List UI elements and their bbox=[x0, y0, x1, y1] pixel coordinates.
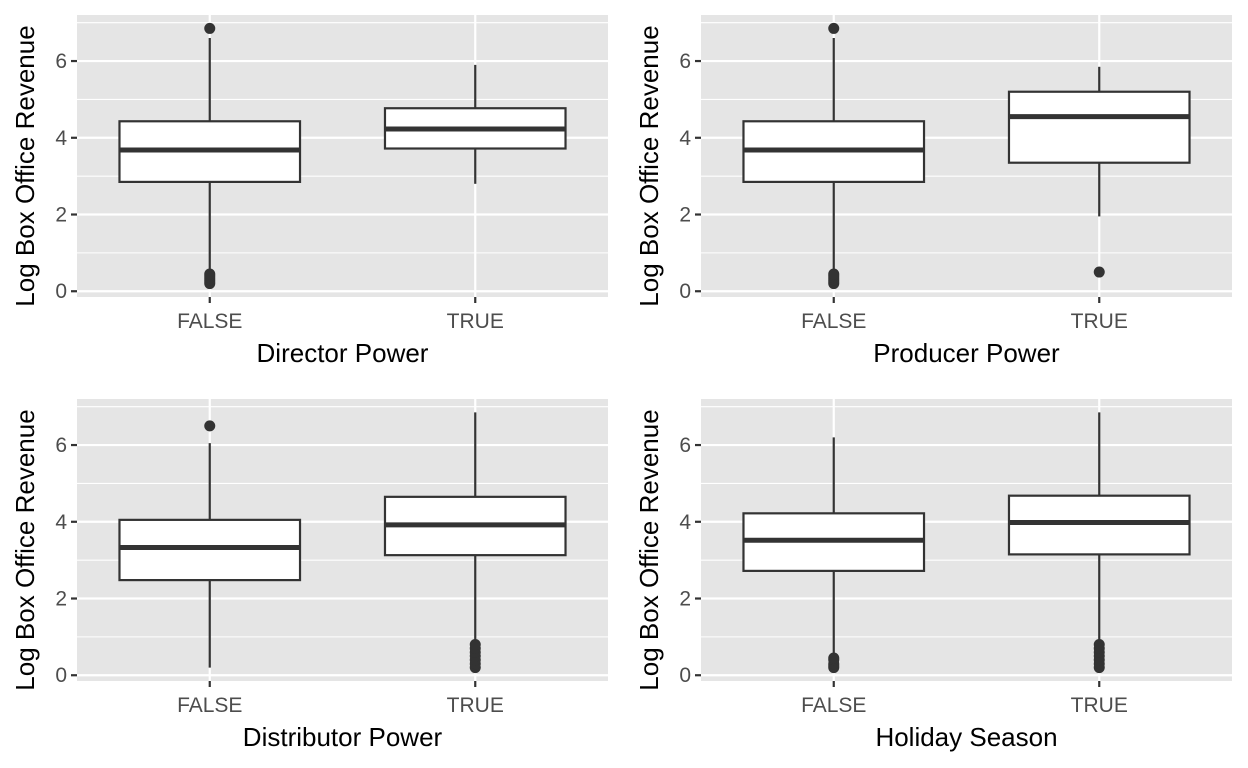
outlier-point bbox=[204, 420, 216, 432]
y-tick-label: 2 bbox=[55, 204, 67, 227]
box-iqr bbox=[1007, 90, 1191, 164]
y-axis-title: Log Box Office Revenue bbox=[10, 25, 40, 306]
y-axis-title: Log Box Office Revenue bbox=[10, 409, 40, 690]
y-axis-title: Log Box Office Revenue bbox=[634, 25, 664, 306]
outlier-point bbox=[1093, 266, 1105, 278]
y-tick-label: 4 bbox=[55, 127, 67, 150]
outlier-point bbox=[1093, 639, 1105, 651]
box-true bbox=[383, 64, 567, 184]
box-false bbox=[118, 420, 302, 668]
panel-producer-power: 0 2 4 6 FALSE TRUE Producer Power Log Box Offic… bbox=[634, 15, 1232, 368]
x-axis-title: Producer Power bbox=[873, 338, 1060, 368]
outlier-point bbox=[204, 268, 216, 280]
box-true bbox=[1007, 412, 1191, 674]
outlier-point bbox=[204, 22, 216, 34]
y-tick-label: 0 bbox=[679, 280, 691, 303]
x-tick-label: FALSE bbox=[801, 310, 866, 333]
box-true bbox=[383, 412, 567, 674]
x-tick-label: TRUE bbox=[1071, 694, 1128, 717]
y-tick-label: 0 bbox=[55, 280, 67, 303]
x-tick-label: TRUE bbox=[447, 694, 504, 717]
y-tick-label: 6 bbox=[679, 50, 691, 73]
x-axis-title: Holiday Season bbox=[875, 722, 1057, 752]
x-tick-label: FALSE bbox=[801, 694, 866, 717]
x-tick-label: FALSE bbox=[177, 694, 242, 717]
y-tick-label: 4 bbox=[679, 511, 691, 534]
x-tick-label: TRUE bbox=[1071, 310, 1128, 333]
y-tick-label: 6 bbox=[679, 434, 691, 457]
outlier-point bbox=[828, 22, 840, 34]
y-tick-label: 0 bbox=[55, 664, 67, 687]
x-tick-label: FALSE bbox=[177, 310, 242, 333]
y-tick-label: 6 bbox=[55, 434, 67, 457]
box-false bbox=[742, 437, 926, 674]
outlier-point bbox=[469, 639, 481, 651]
panel-director-power: 0 2 4 6 FALSE TRUE Director Power Log Box Offic… bbox=[10, 15, 608, 368]
box-false bbox=[118, 22, 302, 290]
y-tick-label: 2 bbox=[679, 588, 691, 611]
y-tick-label: 0 bbox=[679, 664, 691, 687]
y-axis-title: Log Box Office Revenue bbox=[634, 409, 664, 690]
x-axis-title: Director Power bbox=[257, 338, 429, 368]
y-tick-label: 4 bbox=[679, 127, 691, 150]
panel-holiday-season: 0 2 4 6 FALSE TRUE Holiday Season Log Box Offic… bbox=[634, 399, 1232, 752]
box-false bbox=[742, 22, 926, 290]
x-tick-label: TRUE bbox=[447, 310, 504, 333]
y-tick-label: 4 bbox=[55, 511, 67, 534]
y-tick-label: 6 bbox=[55, 50, 67, 73]
outlier-point bbox=[828, 268, 840, 280]
y-tick-label: 2 bbox=[55, 588, 67, 611]
y-tick-label: 2 bbox=[679, 204, 691, 227]
box-true bbox=[1007, 66, 1191, 278]
outlier-point bbox=[828, 652, 840, 664]
x-axis-title: Distributor Power bbox=[243, 722, 443, 752]
